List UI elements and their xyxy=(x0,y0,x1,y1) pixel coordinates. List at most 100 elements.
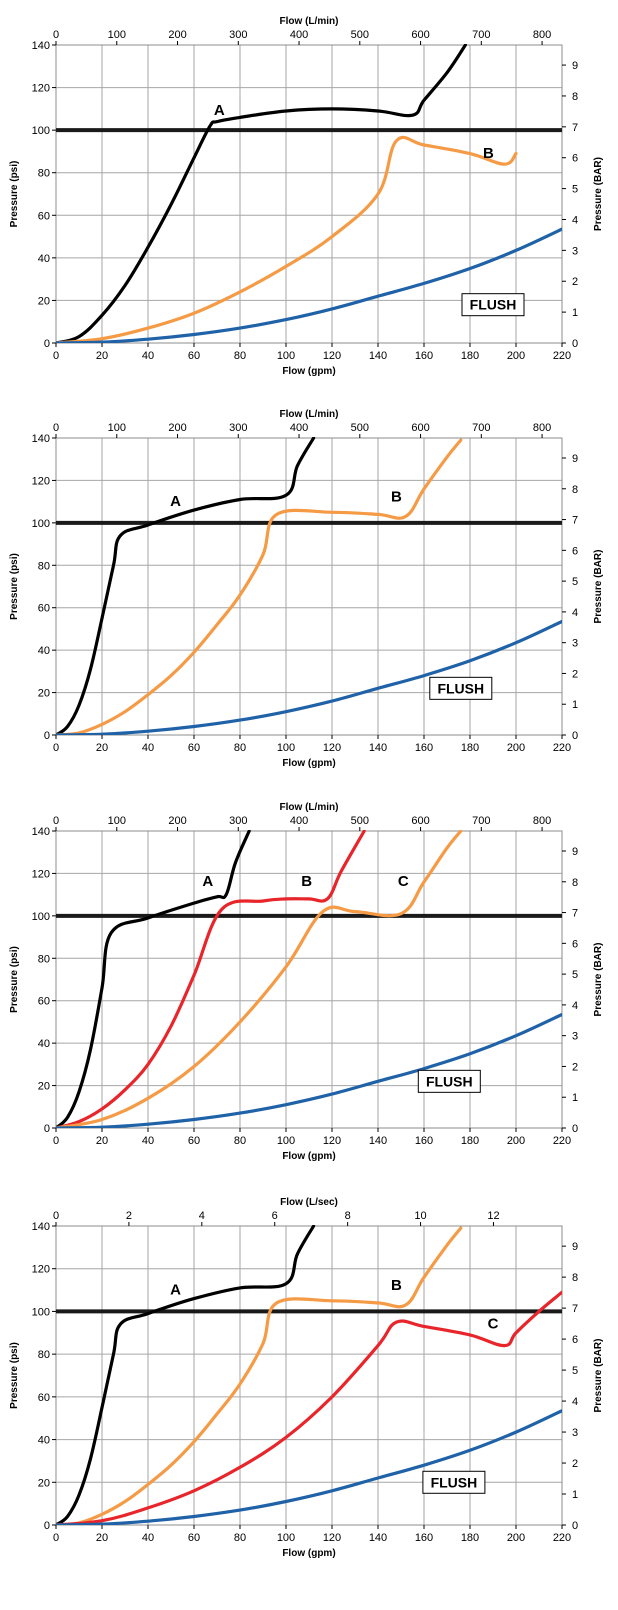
x-tick-label: 120 xyxy=(323,742,341,754)
y2-tick-label: 5 xyxy=(572,1365,578,1377)
x-tick-label: 180 xyxy=(461,742,479,754)
y-tick-label: 140 xyxy=(32,40,50,52)
y2-tick-label: 6 xyxy=(572,938,578,950)
x2-tick-label: 2 xyxy=(126,1210,132,1222)
series-line-c xyxy=(56,830,463,1128)
x-tick-label: 40 xyxy=(142,350,154,362)
x2-axis-title: Flow (L/min) xyxy=(280,16,339,27)
y2-tick-label: 6 xyxy=(572,545,578,557)
y-axis-title: Pressure (psi) xyxy=(9,946,20,1013)
series-group xyxy=(56,44,562,343)
x2-tick-label: 100 xyxy=(108,29,126,41)
y-tick-label: 60 xyxy=(38,996,50,1008)
plot-area xyxy=(56,1226,562,1525)
x-tick-label: 160 xyxy=(415,742,433,754)
x-tick-label: 60 xyxy=(188,1135,200,1147)
y-axis-title: Pressure (psi) xyxy=(9,553,20,620)
series-line-flush xyxy=(56,1012,562,1128)
x-tick-label: 180 xyxy=(461,1135,479,1147)
series-line-b xyxy=(56,830,366,1128)
y-tick-label: 20 xyxy=(38,688,50,700)
y-tick-label: 120 xyxy=(32,83,50,95)
y2-tick-label: 9 xyxy=(572,1241,578,1253)
x-tick-label: 40 xyxy=(142,742,154,754)
y2-axis-title: Pressure (BAR) xyxy=(593,157,604,231)
x2-tick-label: 200 xyxy=(168,29,186,41)
x-tick-label: 40 xyxy=(142,1135,154,1147)
x-tick-label: 80 xyxy=(234,1532,246,1544)
x2-tick-label: 0 xyxy=(53,815,59,827)
x2-tick-label: 500 xyxy=(351,422,369,434)
x-tick-label: 220 xyxy=(553,742,571,754)
y2-tick-label: 0 xyxy=(572,1123,578,1135)
series-line-flush xyxy=(56,227,562,343)
x-axis-title: Flow (gpm) xyxy=(282,366,335,377)
y2-tick-label: 4 xyxy=(572,214,578,226)
y-tick-label: 0 xyxy=(44,1520,50,1532)
series-line-flush xyxy=(56,619,562,735)
y2-tick-label: 6 xyxy=(572,153,578,165)
x-tick-label: 140 xyxy=(369,1532,387,1544)
x-tick-label: 80 xyxy=(234,742,246,754)
x2-tick-label: 100 xyxy=(108,422,126,434)
x2-tick-label: 600 xyxy=(411,29,429,41)
x-tick-label: 180 xyxy=(461,350,479,362)
y-tick-label: 0 xyxy=(44,730,50,742)
x-axis-title: Flow (gpm) xyxy=(282,758,335,769)
y2-tick-label: 4 xyxy=(572,607,578,619)
series-line-a xyxy=(56,830,251,1128)
x2-tick-label: 800 xyxy=(533,815,551,827)
flush-label-box xyxy=(422,1470,486,1494)
y2-tick-label: 9 xyxy=(572,846,578,858)
x-tick-label: 120 xyxy=(323,350,341,362)
y-tick-label: 100 xyxy=(32,518,50,530)
y2-tick-label: 1 xyxy=(572,1092,578,1104)
y2-tick-label: 5 xyxy=(572,969,578,981)
plot-frame xyxy=(55,830,563,1129)
x-tick-label: 100 xyxy=(277,350,295,362)
y2-tick-label: 2 xyxy=(572,1061,578,1073)
plot-frame xyxy=(55,44,563,344)
series-label-a: A xyxy=(214,102,225,119)
x2-tick-label: 0 xyxy=(53,422,59,434)
x-tick-label: 100 xyxy=(277,1135,295,1147)
x2-axis-title: Flow (L/min) xyxy=(280,409,339,420)
x2-tick-label: 300 xyxy=(229,422,247,434)
x-tick-label: 0 xyxy=(53,1135,59,1147)
y-tick-label: 120 xyxy=(32,868,50,880)
pressure-flow-chart-2: 0 20 40 60 80 100 120 140 160 180 200 2200204060801… xyxy=(9,409,604,769)
x2-tick-label: 400 xyxy=(290,422,308,434)
pressure-flow-chart-4: 0 20 40 60 80 100 120 140 160 180 200 2200204060801… xyxy=(9,1197,604,1559)
y2-tick-label: 3 xyxy=(572,1031,578,1043)
series-label-c: C xyxy=(488,1316,499,1333)
y-tick-label: 60 xyxy=(38,1392,50,1404)
x2-tick-label: 700 xyxy=(472,815,490,827)
x2-tick-label: 100 xyxy=(108,815,126,827)
y2-axis-title: Pressure (BAR) xyxy=(593,550,604,624)
x-tick-label: 180 xyxy=(461,1532,479,1544)
y-tick-label: 20 xyxy=(38,295,50,307)
x2-tick-label: 800 xyxy=(533,422,551,434)
series-line-flush xyxy=(56,1409,562,1525)
x-tick-label: 200 xyxy=(507,350,525,362)
x2-tick-label: 700 xyxy=(472,422,490,434)
y2-tick-label: 3 xyxy=(572,245,578,257)
series-line-b xyxy=(56,438,463,735)
x2-tick-label: 500 xyxy=(351,29,369,41)
y2-tick-label: 8 xyxy=(572,91,578,103)
x2-tick-label: 0 xyxy=(53,29,59,41)
series-label-b: B xyxy=(483,145,494,162)
x2-tick-label: 12 xyxy=(487,1210,499,1222)
y-tick-label: 120 xyxy=(32,1264,50,1276)
x2-axis-title: Flow (L/min) xyxy=(280,802,339,813)
x2-tick-label: 4 xyxy=(199,1210,205,1222)
x-tick-label: 200 xyxy=(507,1135,525,1147)
y-tick-label: 80 xyxy=(38,1349,50,1361)
x-tick-label: 160 xyxy=(415,1532,433,1544)
y2-tick-label: 1 xyxy=(572,1489,578,1501)
y2-tick-label: 5 xyxy=(572,184,578,196)
y-tick-label: 40 xyxy=(38,1435,50,1447)
x2-tick-label: 0 xyxy=(53,1210,59,1222)
x-tick-label: 40 xyxy=(142,1532,154,1544)
flush-label-box xyxy=(461,293,525,317)
